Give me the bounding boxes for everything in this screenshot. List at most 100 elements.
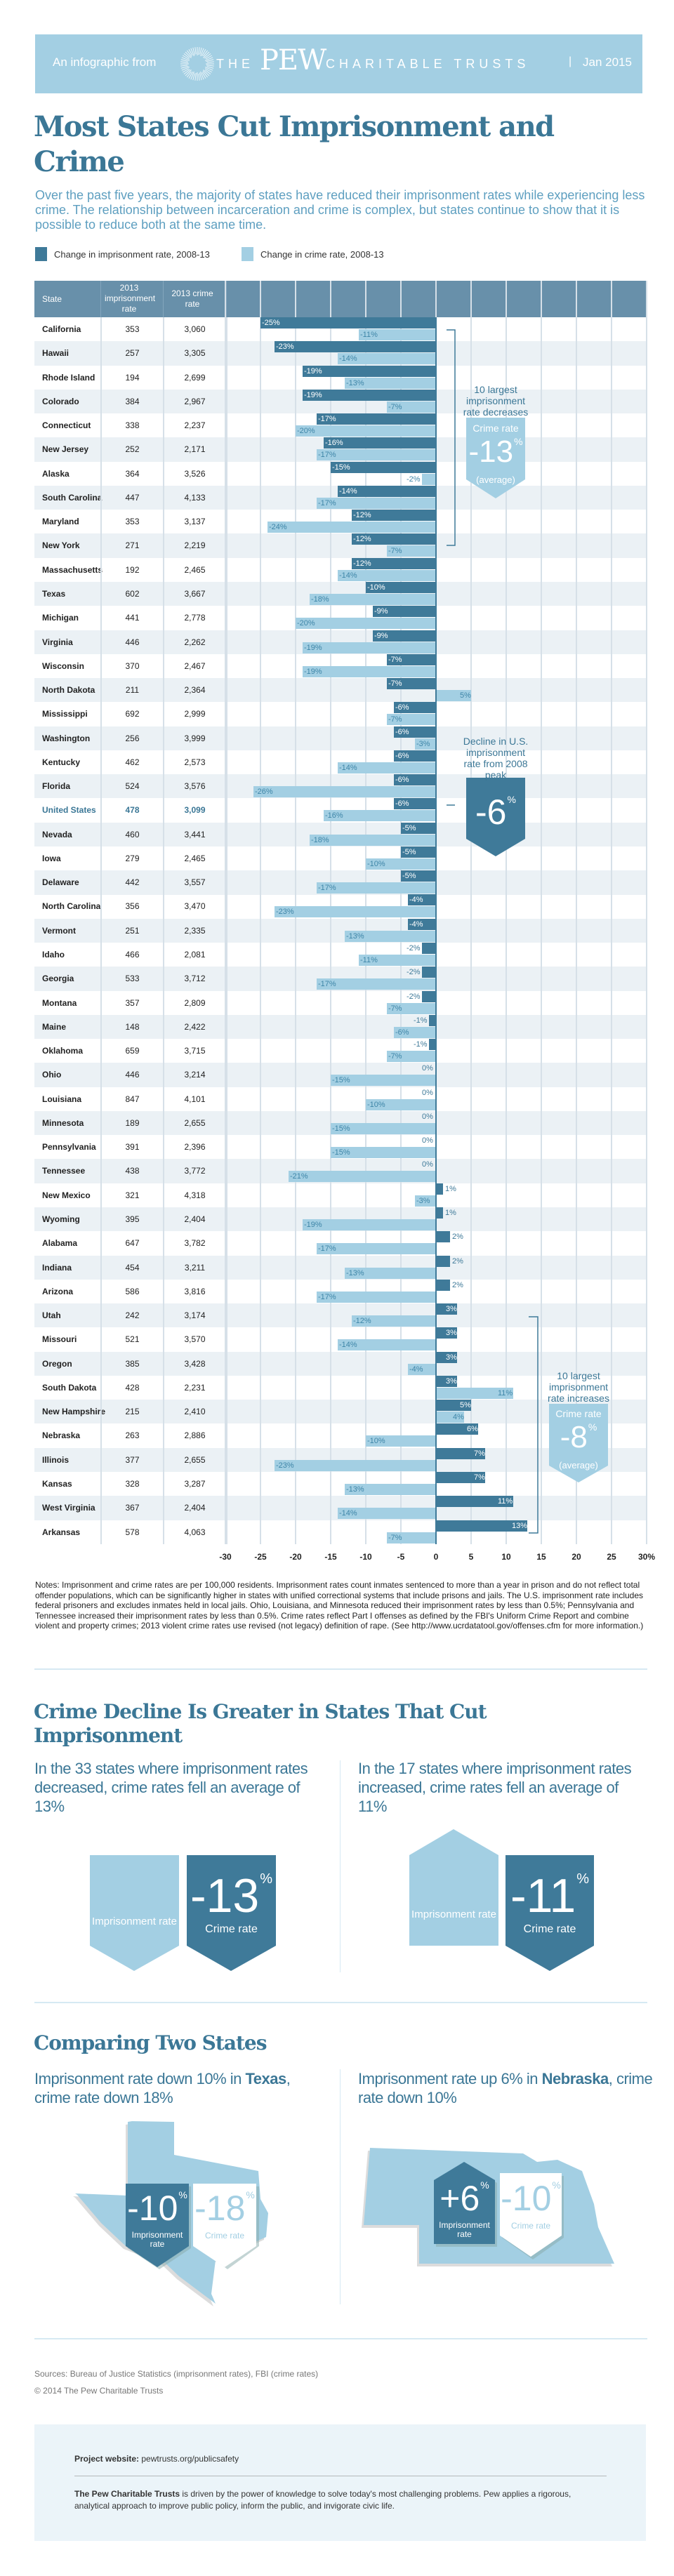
crime-rate: 3,715 bbox=[184, 1046, 206, 1056]
imprisonment-rate: 356 bbox=[125, 901, 140, 912]
crime-change-bar bbox=[387, 714, 436, 726]
state-name: Pennsylvania bbox=[42, 1142, 96, 1153]
imprisonment-rate: 847 bbox=[125, 1094, 140, 1104]
pew-sunburst-logo-icon bbox=[180, 47, 214, 81]
crime-change-bar bbox=[317, 1291, 436, 1303]
decreases-crime-label: Crime rate bbox=[473, 423, 519, 434]
state-name: Vermont bbox=[42, 925, 77, 936]
imprisonment-change-bar bbox=[436, 1183, 443, 1195]
imprisonment-rate: 251 bbox=[125, 925, 140, 936]
nebraska-imprisonment-value-group: +6 % bbox=[434, 2179, 495, 2218]
crime-change-bar bbox=[324, 810, 436, 822]
imprisonment-change-bar bbox=[373, 606, 436, 618]
imprisonment-rate: 353 bbox=[125, 517, 140, 527]
imprisonment-change-bar bbox=[436, 1496, 513, 1508]
imprisonment-rate: 438 bbox=[125, 1166, 140, 1176]
crime-change-label: -7% bbox=[388, 402, 402, 411]
state-name: Virginia bbox=[42, 637, 73, 647]
crime-rate: 2,171 bbox=[184, 444, 206, 455]
crime-rate: 3,470 bbox=[184, 901, 206, 912]
crime-change-label: -11% bbox=[360, 331, 378, 339]
imprisonment-rate: 279 bbox=[125, 853, 140, 863]
imprisonment-change-label: -10% bbox=[367, 583, 385, 592]
imprisonment-change-bar bbox=[429, 1014, 436, 1026]
crime-change-bar bbox=[387, 401, 436, 413]
state-name: West Virginia bbox=[42, 1503, 95, 1513]
imprisonment-change-label: 2% bbox=[452, 1256, 463, 1266]
crime-change-bar bbox=[387, 1002, 436, 1014]
state-name: United States bbox=[42, 805, 96, 816]
imprisonment-change-bar bbox=[394, 726, 436, 738]
crime-change-label: -3% bbox=[416, 739, 430, 748]
imprisonment-change-label: -7% bbox=[388, 655, 402, 664]
texas-imprisonment-value: -10 bbox=[127, 2189, 178, 2228]
crime-rate: 2,467 bbox=[184, 660, 206, 671]
crime-change-bar bbox=[345, 1267, 436, 1279]
table-row: Maine 148 2,422 bbox=[34, 1014, 646, 1040]
crime-change-bar bbox=[338, 1339, 436, 1351]
imprisonment-change-label: 7% bbox=[474, 1473, 485, 1482]
crime-rate: 2,999 bbox=[184, 709, 206, 719]
imprisonment-change-label: -6% bbox=[395, 776, 409, 785]
crime-change-label: -12% bbox=[353, 1317, 371, 1326]
crime-rate: 2,262 bbox=[184, 637, 206, 647]
table-row-us-total: United States 478 3,099 bbox=[34, 798, 646, 822]
left-crime-value-group: -13 % bbox=[187, 1871, 276, 1921]
table-row: Oregon 385 3,428 bbox=[34, 1351, 646, 1376]
state-name: New Jersey bbox=[42, 444, 89, 455]
crime-change-label: -15% bbox=[332, 1124, 350, 1133]
state-name: Alabama bbox=[42, 1238, 78, 1249]
crime-change-label: -17% bbox=[318, 884, 336, 893]
crime-change-label: -14% bbox=[339, 354, 357, 364]
crime-rate: 3,570 bbox=[184, 1334, 206, 1345]
gridline bbox=[505, 281, 507, 1544]
state-name: North Carolina bbox=[42, 901, 101, 912]
website-link[interactable]: pewtrusts.org/publicsafety bbox=[141, 2454, 239, 2464]
gridline bbox=[646, 281, 647, 1544]
nebraska-text-line2: , crime rate down 10% bbox=[358, 2070, 653, 2106]
crime-change-label: -7% bbox=[388, 1052, 402, 1061]
texas-imprisonment-label: Imprisonment rate bbox=[131, 2230, 183, 2249]
header-divider bbox=[226, 281, 227, 317]
state-name: Nebraska bbox=[42, 1430, 81, 1441]
state-name: North Dakota bbox=[42, 685, 95, 696]
imprisonment-rate: 321 bbox=[125, 1190, 140, 1200]
nebraska-crime-label: Crime rate bbox=[510, 2221, 550, 2231]
crime-change-label: -11% bbox=[360, 956, 378, 965]
imprisonment-change-label: -6% bbox=[395, 703, 409, 712]
nebraska-text-line1: Imprisonment rate up 6% in bbox=[358, 2070, 538, 2087]
crime-change-label: -10% bbox=[367, 1100, 385, 1109]
crime-change-bar bbox=[317, 978, 436, 990]
crime-change-label: -21% bbox=[290, 1172, 308, 1181]
zero-axis-line bbox=[435, 317, 437, 1544]
imprisonment-change-bar bbox=[260, 317, 436, 328]
imprisonment-rate: 524 bbox=[125, 781, 140, 792]
imprisonment-rate: 338 bbox=[125, 420, 140, 431]
crime-change-bar bbox=[303, 665, 436, 677]
imprisonment-rate: 353 bbox=[125, 324, 140, 334]
imprisonment-rate: 462 bbox=[125, 757, 140, 767]
imprisonment-rate: 384 bbox=[125, 396, 140, 406]
crime-change-bar bbox=[387, 545, 436, 557]
imprisonment-change-bar bbox=[429, 1039, 436, 1051]
imprisonment-change-bar bbox=[422, 990, 436, 1002]
table-row: Massachusetts 192 2,465 bbox=[34, 558, 646, 582]
crime-rate: 3,287 bbox=[184, 1478, 206, 1489]
left-crime-label: Crime rate bbox=[205, 1923, 258, 1935]
x-tick-label: -5 bbox=[397, 1552, 405, 1562]
crime-change-bar bbox=[253, 786, 436, 798]
imprisonment-rate: 257 bbox=[125, 348, 140, 359]
crime-change-bar bbox=[317, 449, 436, 461]
table-row: California 353 3,060 bbox=[34, 317, 646, 341]
imprisonment-change-label: -6% bbox=[395, 799, 409, 809]
gridline bbox=[260, 281, 261, 1544]
page-title: Most States Cut Imprisonment and Crime bbox=[34, 110, 555, 178]
crime-change-label: -10% bbox=[367, 1437, 385, 1446]
crime-change-bar bbox=[310, 593, 436, 605]
publication-date: Jan 2015 bbox=[583, 55, 632, 69]
state-name: Colorado bbox=[42, 396, 79, 406]
table-row: Mississippi 692 2,999 bbox=[34, 702, 646, 726]
left-crime-unit: % bbox=[260, 1871, 273, 1887]
crime-rate: 2,219 bbox=[184, 540, 206, 551]
nebraska-crime-value: -10 bbox=[501, 2179, 552, 2218]
